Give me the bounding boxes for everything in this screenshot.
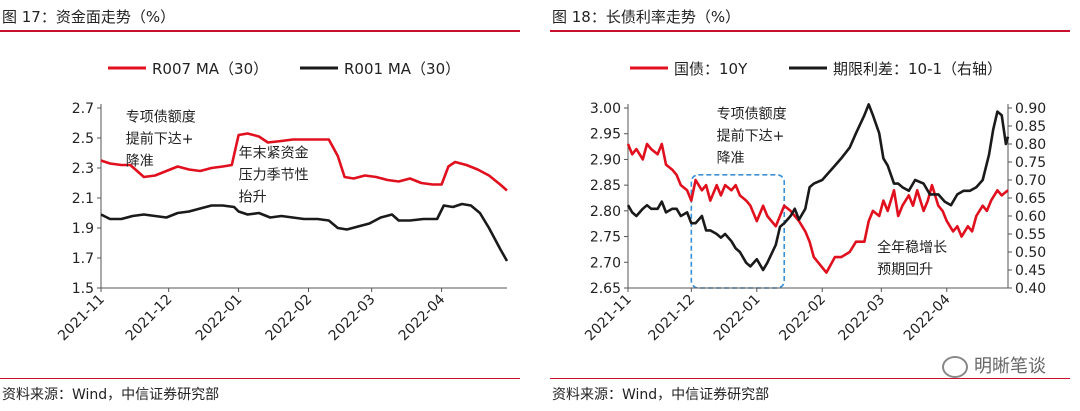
y2-tick-label: 0.70 — [1015, 173, 1046, 189]
figure-17-panel: 图 17：资金面走势（%） 2.7 2.5 2.3 2.1 1.9 1.7 1.5 2021-… — [0, 0, 530, 411]
x-tick-label: 2022-01 — [711, 292, 764, 345]
series-line-red — [626, 142, 1009, 274]
wechat-icon — [942, 356, 968, 378]
y-tick-label: 3.00 — [590, 101, 621, 117]
source-note: 资料来源：Wind，中信证券研究部 — [2, 387, 220, 403]
y-tick-label: 2.90 — [590, 152, 621, 168]
y2-tick-label: 0.75 — [1015, 155, 1046, 171]
y-tick-label: 1.5 — [72, 281, 94, 297]
series-line-black — [626, 103, 1010, 272]
y-tick-label: 1.9 — [72, 221, 94, 237]
y-tick-label: 2.80 — [590, 204, 621, 220]
y-tick-label: 2.5 — [72, 131, 94, 147]
annotation-text: 抬升 — [239, 190, 267, 206]
x-tick-label: 2021-11 — [55, 292, 108, 345]
x-tick-label: 2021-11 — [582, 292, 635, 345]
figure-title: 图 18：长债利率走势（%） — [552, 8, 741, 26]
legend-label: R007 MA（30） — [152, 60, 268, 78]
y-tick-label: 2.85 — [590, 178, 621, 194]
annotation-text: 专项债额度 — [126, 110, 196, 126]
y-tick-label: 2.95 — [590, 127, 621, 143]
x-tick-label: 2022-03 — [326, 292, 379, 345]
figure-18-panel: 图 18：长债利率走势（%） 3.00 2.95 2.90 2.85 2.80 2.75 2… — [550, 0, 1080, 411]
annotation-text: 压力季节性 — [239, 168, 309, 184]
x-tick-label: 2022-02 — [776, 292, 829, 345]
y2-tick-label: 0.65 — [1015, 191, 1046, 207]
legend-label: 期限利差：10-1（右轴） — [833, 60, 1002, 78]
source-rule — [550, 378, 1070, 379]
watermark-text: 明晰笔谈 — [974, 356, 1046, 377]
annotation-text: 专项债额度 — [717, 106, 787, 122]
y2-tick-label: 0.50 — [1015, 245, 1046, 261]
y-tick-label: 2.70 — [590, 255, 621, 271]
bond-yield-chart: 3.00 2.95 2.90 2.85 2.80 2.75 2.70 2.65 0.90 0.85… — [582, 60, 1046, 345]
x-tick-label: 2021-12 — [645, 292, 698, 345]
y2-tick-label: 0.60 — [1015, 209, 1046, 225]
y2-tick-label: 0.85 — [1015, 119, 1046, 135]
y-tick-label: 2.65 — [590, 281, 621, 297]
x-tick-label: 2022-03 — [835, 292, 888, 345]
annotation-text: 预期回升 — [877, 262, 933, 278]
y2-tick-label: 0.40 — [1015, 281, 1046, 297]
y-tick-label: 2.1 — [72, 191, 94, 207]
highlight-box — [690, 174, 786, 289]
y2-tick-label: 0.80 — [1015, 137, 1046, 153]
legend-label: R001 MA（30） — [344, 60, 460, 78]
watermark: 明晰笔谈 — [942, 352, 1046, 378]
series-line-black — [100, 202, 509, 262]
title-rule — [0, 30, 520, 32]
x-tick-label: 2022-04 — [396, 291, 449, 344]
source-note: 资料来源：Wind，中信证券研究部 — [552, 387, 770, 403]
y2-tick-label: 0.90 — [1015, 101, 1046, 117]
source-rule — [0, 378, 520, 379]
y-tick-label: 2.3 — [72, 161, 94, 177]
figure-title: 图 17：资金面走势（%） — [2, 8, 176, 26]
x-tick-label: 2021-12 — [123, 292, 176, 345]
title-rule — [550, 30, 1070, 32]
x-tick-label: 2022-01 — [193, 292, 246, 345]
x-tick-label: 2022-04 — [901, 291, 954, 344]
y2-tick-label: 0.45 — [1015, 263, 1046, 279]
y-tick-label: 2.7 — [72, 101, 94, 117]
annotation-text: 全年稳增长 — [877, 239, 947, 256]
annotation-text: 降准 — [126, 154, 154, 170]
annotation-text: 年末紧资金 — [239, 146, 309, 162]
series-line-red — [100, 132, 508, 192]
y2-tick-label: 0.55 — [1015, 227, 1046, 243]
legend-label: 国债：10Y — [674, 60, 748, 78]
x-tick-label: 2022-02 — [263, 292, 316, 345]
y-tick-label: 1.7 — [72, 251, 94, 267]
y-tick-label: 2.75 — [590, 230, 621, 246]
annotation-text: 提前下达+ — [126, 131, 194, 148]
annotation-text: 提前下达+ — [717, 127, 785, 144]
annotation-text: 降准 — [717, 150, 745, 166]
